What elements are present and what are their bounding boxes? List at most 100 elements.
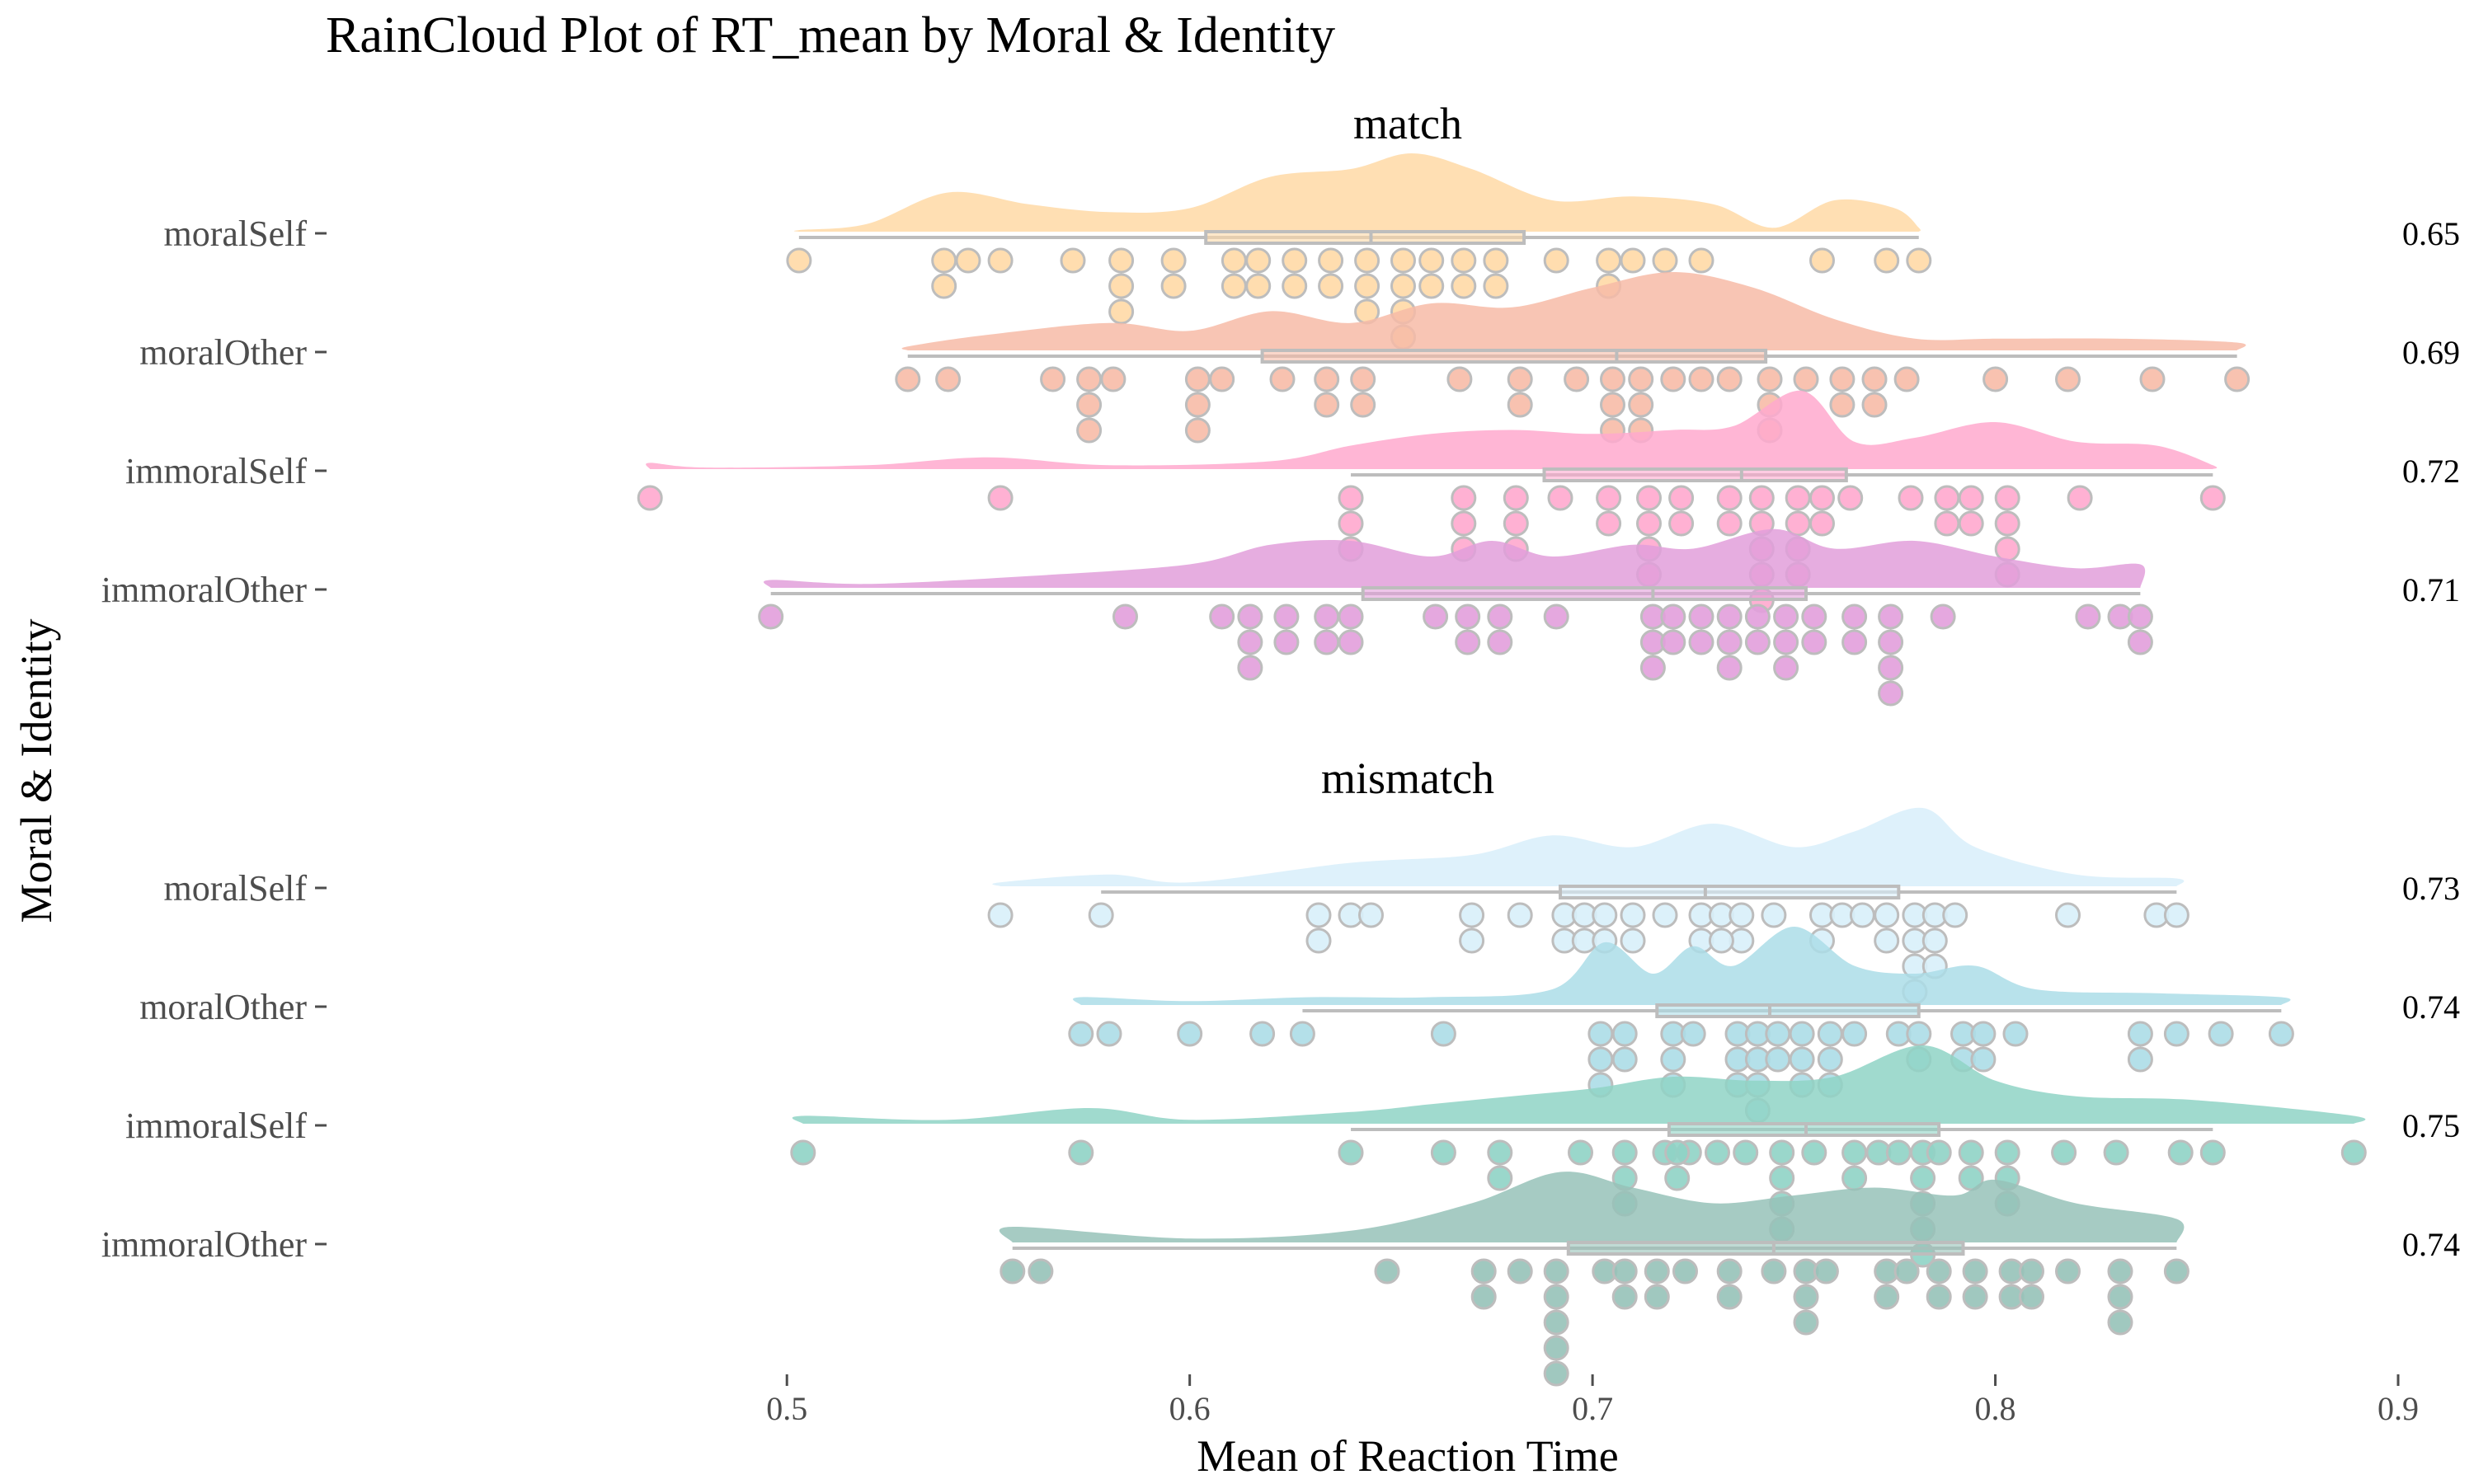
rain-point [2163, 1021, 2189, 1047]
rain-point [1423, 603, 1449, 630]
rain-point [1543, 1360, 1569, 1387]
rain-point [758, 603, 784, 630]
rain-point [1338, 510, 1364, 537]
rain-point [1744, 603, 1771, 630]
rain-point [1893, 366, 1920, 392]
rain-point [1318, 247, 1344, 274]
facet-match: match moralSelf 0.65 moralOther 0.69 immoralS… [101, 99, 2460, 707]
rain-point [1305, 902, 1332, 928]
rain-point [1733, 1139, 1759, 1166]
rain-point [1354, 247, 1380, 274]
rain-point [1076, 417, 1103, 444]
rain-point [1688, 603, 1714, 630]
mean-label: 0.65 [2402, 215, 2460, 252]
y-tick-label: moralSelf [163, 868, 307, 909]
rain-point [1841, 1139, 1868, 1166]
x-tick-label: 0.7 [1572, 1390, 1613, 1427]
rain-point [1318, 273, 1344, 299]
rain-point [1716, 603, 1743, 630]
rain-point [1221, 247, 1247, 274]
rain-point [1664, 1139, 1691, 1166]
rain-point [1813, 1258, 1839, 1284]
density-cloud [792, 1045, 2366, 1124]
rain-point [1108, 298, 1135, 325]
rain-point [1942, 902, 1968, 928]
rain-point [1652, 247, 1678, 274]
rain-point [2019, 1284, 2044, 1310]
rain-point [1910, 1165, 1936, 1191]
rain-point [1503, 485, 1529, 511]
rain-point [1705, 1139, 1730, 1166]
rain-point [1314, 603, 1340, 630]
rain-point [2127, 629, 2153, 655]
rain-point [1314, 366, 1340, 392]
rain-point [1765, 1046, 1791, 1073]
rain-point [1430, 1139, 1456, 1166]
rain-point [1587, 1046, 1614, 1073]
box-iqr [1361, 586, 1808, 601]
rain-point [1611, 1139, 1638, 1166]
x-tick-label: 0.5 [766, 1390, 807, 1427]
rain-point [1660, 366, 1686, 392]
rain-point [1874, 928, 1900, 954]
rain-point [1209, 366, 1235, 392]
box-iqr [1542, 467, 1848, 482]
rain-point [1028, 1258, 1054, 1284]
rain-point [1611, 1046, 1638, 1073]
rain-point [2268, 1021, 2294, 1047]
rain-point [999, 1258, 1026, 1284]
box-iqr [1260, 349, 1768, 364]
rain-point [1483, 273, 1509, 299]
rain-point [1841, 629, 1868, 655]
rain-point [1785, 485, 1811, 511]
rain-point [1729, 902, 1755, 928]
rain-point [1660, 1046, 1686, 1073]
rain-point [1390, 247, 1416, 274]
rain-point [1487, 629, 1513, 655]
rain-point [1757, 366, 1783, 392]
rain-point [1269, 366, 1296, 392]
rain-point [1994, 510, 2020, 537]
rain-point [2199, 1139, 2226, 1166]
rain-point [2163, 1258, 2189, 1284]
facet-title: mismatch [1321, 754, 1494, 803]
rain-point [1962, 1258, 1988, 1284]
rain-point [1801, 603, 1827, 630]
rain-point [1338, 1139, 1364, 1166]
rain-point [1237, 629, 1263, 655]
rain-point [1076, 392, 1103, 418]
rain-point [1849, 902, 1875, 928]
rain-point [1108, 273, 1135, 299]
rain-point [1906, 247, 1932, 274]
rain-point [1076, 366, 1103, 392]
rain-point [1958, 1139, 1984, 1166]
rain-point [1829, 366, 1856, 392]
rain-point [1350, 366, 1376, 392]
rain-point [895, 366, 921, 392]
rain-point [1926, 1284, 1952, 1310]
rain-point [1040, 366, 1066, 392]
rain-point [1068, 1139, 1094, 1166]
rain-point [2163, 902, 2189, 928]
rain-point [1470, 1284, 1497, 1310]
rain-point [1600, 392, 1625, 418]
rain-point [2224, 366, 2251, 392]
rain-point [2075, 603, 2101, 630]
rain-point [1507, 392, 1533, 418]
rain-point [1487, 1165, 1513, 1191]
rain-point [1874, 902, 1900, 928]
x-axis-title: Mean of Reaction Time [1197, 1431, 1618, 1481]
rain-point [1245, 247, 1272, 274]
rain-point [1688, 366, 1714, 392]
rain-point [1841, 1165, 1868, 1191]
rain-point [1934, 510, 1960, 537]
rain-point [1273, 603, 1300, 630]
rain-point [1809, 485, 1835, 511]
rain-point [1930, 603, 1956, 630]
rain-point [1970, 1021, 1997, 1047]
rain-point [1543, 603, 1569, 630]
rain-point [2139, 366, 2166, 392]
y-axis-title: Moral & Identity [12, 619, 61, 923]
rain-point [1587, 1021, 1614, 1047]
